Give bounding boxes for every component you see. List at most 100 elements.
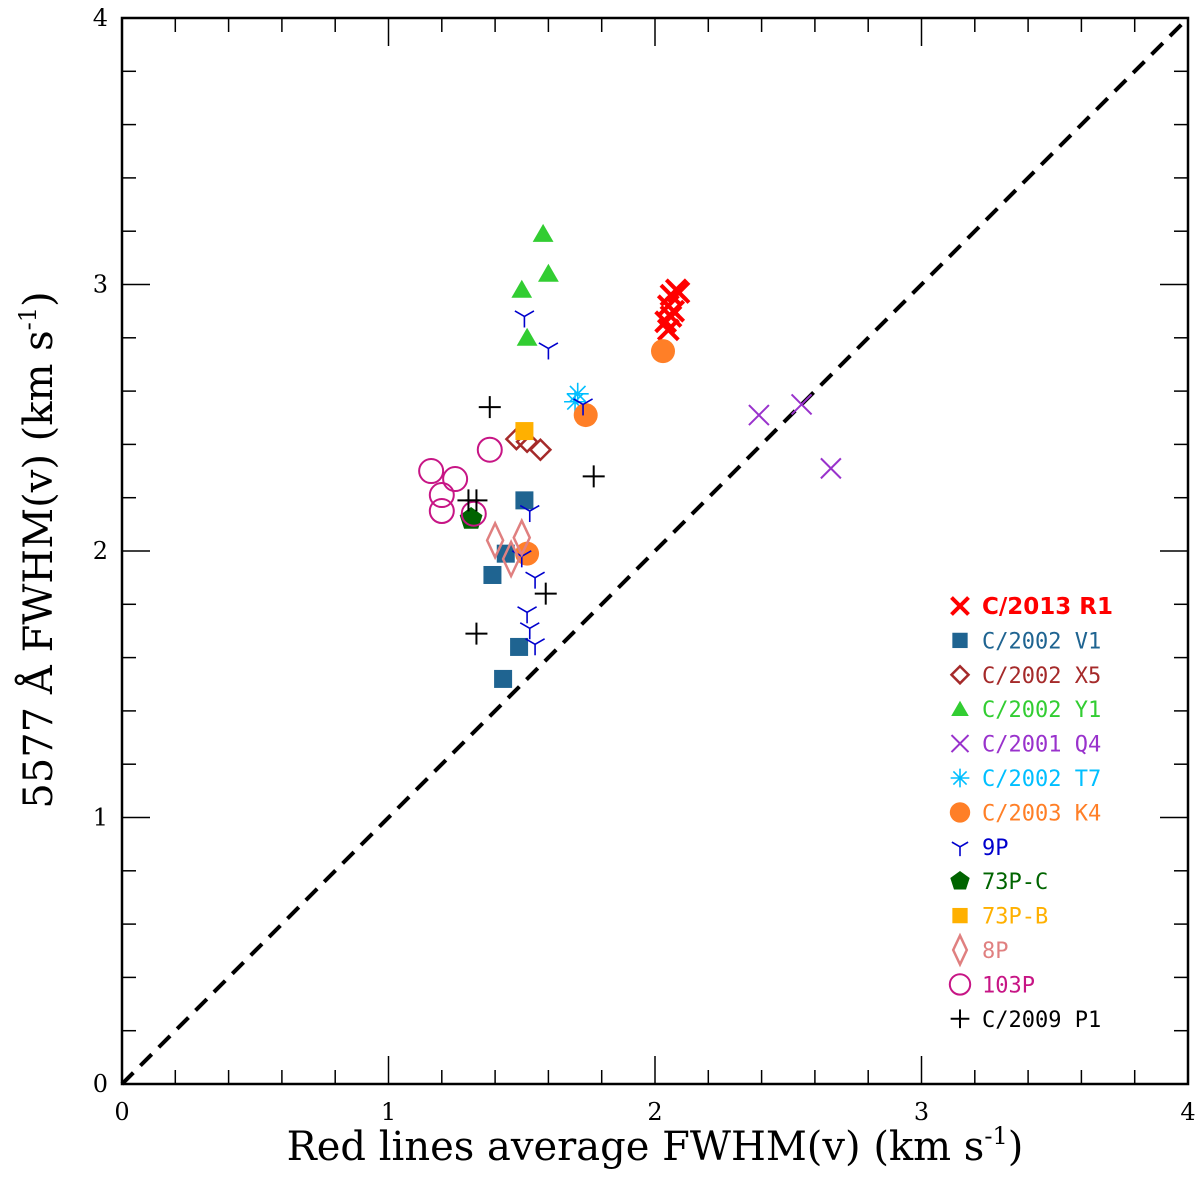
data-point-part <box>514 310 525 318</box>
data-point <box>460 500 487 527</box>
data-point <box>478 396 501 419</box>
data-point-part <box>534 571 546 579</box>
data-point-part <box>501 539 521 579</box>
y-axis-title: 5577 Å FWHM(v) (km s-1) <box>14 291 62 808</box>
data-point <box>582 465 605 488</box>
data-point <box>820 457 842 480</box>
data-point-part <box>529 504 540 512</box>
data-point-part <box>538 342 549 350</box>
data-point-part <box>442 466 469 493</box>
legend-marker <box>949 664 971 686</box>
data-point <box>501 539 521 579</box>
legend-marker-part <box>951 700 969 716</box>
x-axis-title: Red lines average FWHM(v) (km s-1) <box>287 1122 1024 1170</box>
data-point-part <box>483 565 502 584</box>
data-point <box>515 422 534 441</box>
data-point-part <box>748 404 770 426</box>
legend: C/2013 R1 C/2002 V1 C/2002 X5 C/2002 Y1 C/20… <box>948 594 1113 1033</box>
data-point <box>650 339 675 364</box>
legend-label: 103P <box>982 973 1035 998</box>
legend-marker <box>950 734 970 753</box>
data-point <box>534 582 557 605</box>
data-point-part <box>521 550 532 558</box>
data-point-part <box>519 622 531 629</box>
data-point <box>517 606 538 624</box>
legend-marker <box>951 700 969 716</box>
data-point-part <box>428 498 455 525</box>
legend-marker-part <box>959 841 969 848</box>
data-point-part <box>525 638 536 645</box>
data-point <box>538 263 559 282</box>
data-point-part <box>515 491 534 510</box>
data-point-part <box>485 520 505 561</box>
legend-marker <box>950 596 970 616</box>
y-tick-label: 2 <box>93 537 108 565</box>
legend-marker <box>952 632 968 649</box>
series-c-2001-q4 <box>748 393 842 480</box>
data-point <box>659 305 683 328</box>
legend-marker-part <box>949 802 971 823</box>
data-point-part <box>460 500 487 527</box>
data-point-part <box>519 504 531 512</box>
data-point-part <box>418 458 445 485</box>
data-point-part <box>573 398 584 406</box>
data-point <box>573 398 593 416</box>
data-point <box>514 310 535 328</box>
data-point-part <box>511 279 533 298</box>
data-point-part <box>516 327 538 346</box>
data-point-part <box>529 622 540 629</box>
data-point <box>667 281 691 304</box>
data-point-part <box>659 305 683 328</box>
legend-marker <box>951 841 969 857</box>
data-point <box>525 571 546 589</box>
data-point <box>516 327 538 346</box>
data-point <box>519 504 540 523</box>
data-point-part <box>510 637 529 656</box>
legend-label: C/2002 T7 <box>982 767 1101 792</box>
legend-marker-part <box>950 871 970 890</box>
legend-marker <box>951 932 969 968</box>
data-point-part <box>582 398 593 406</box>
data-point-part <box>538 263 559 282</box>
data-point-part <box>524 310 535 318</box>
data-point-part <box>573 403 598 428</box>
legend-marker-part <box>951 841 961 848</box>
data-point-part <box>667 281 691 304</box>
data-point <box>465 489 488 512</box>
series-73p-b <box>515 422 534 441</box>
legend-label: 8P <box>982 939 1009 964</box>
data-point <box>510 637 529 656</box>
series-c-2013-r1 <box>654 278 691 342</box>
legend-label: C/2002 X5 <box>982 664 1101 689</box>
data-point <box>428 498 455 525</box>
legend-marker <box>950 871 970 890</box>
data-point-part <box>494 669 513 688</box>
series-103p <box>418 436 503 527</box>
data-point-part <box>650 339 675 364</box>
x-tick-label: 4 <box>1180 1098 1195 1126</box>
data-point-part <box>517 606 528 613</box>
legend-label: 9P <box>982 836 1009 861</box>
data-point-part <box>790 393 813 416</box>
data-point <box>748 404 770 426</box>
legend-marker-part <box>948 973 972 996</box>
data-point-part <box>428 482 455 509</box>
data-point <box>538 342 559 360</box>
x-tick-label: 3 <box>914 1098 929 1126</box>
legend-marker-part <box>949 664 971 686</box>
axis-ticks <box>121 17 1189 1085</box>
data-point <box>428 482 455 509</box>
legend-label: C/2003 K4 <box>982 801 1101 826</box>
legend-label: C/2002 Y1 <box>982 698 1101 723</box>
data-point <box>573 403 598 428</box>
data-point-part <box>512 517 532 558</box>
data-point-part <box>528 437 553 462</box>
legend-label: C/2009 P1 <box>982 1008 1101 1033</box>
legend-marker-part <box>950 734 970 753</box>
data-point <box>494 669 513 688</box>
legend-label: C/2013 R1 <box>982 594 1113 620</box>
legend-marker-part <box>952 632 968 649</box>
legend-marker <box>948 973 972 996</box>
